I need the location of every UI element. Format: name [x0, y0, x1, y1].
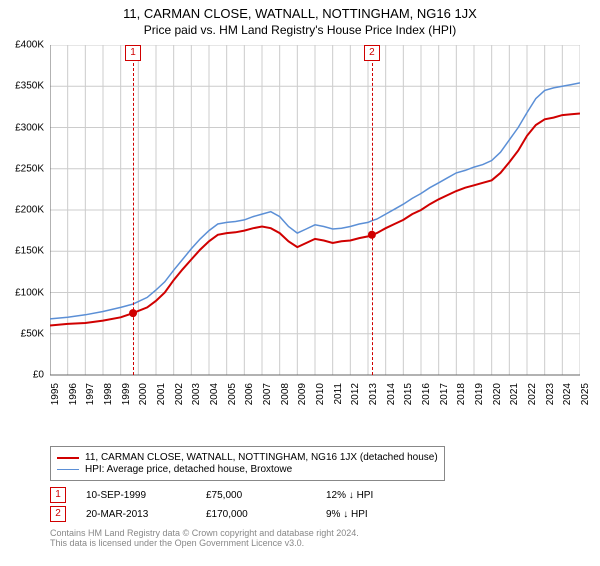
marker-price-2: £170,000: [206, 509, 326, 520]
x-tick-label: 2022: [527, 383, 538, 423]
x-tick-label: 2011: [333, 383, 344, 423]
x-tick-label: 2012: [350, 383, 361, 423]
legend-swatch-series2: [57, 469, 79, 470]
marker-price-1: £75,000: [206, 490, 326, 501]
marker-date-2: 20-MAR-2013: [86, 509, 206, 520]
footer-line1: Contains HM Land Registry data © Crown c…: [50, 528, 580, 538]
x-tick-label: 2001: [156, 383, 167, 423]
legend-label-series2: HPI: Average price, detached house, Brox…: [85, 464, 292, 475]
y-tick-label: £100K: [15, 287, 44, 298]
x-tick-label: 2017: [439, 383, 450, 423]
footer-line2: This data is licensed under the Open Gov…: [50, 538, 580, 548]
x-tick-label: 2016: [421, 383, 432, 423]
x-tick-label: 1995: [50, 383, 61, 423]
marker-vline: [372, 63, 373, 375]
x-tick-label: 2024: [562, 383, 573, 423]
y-tick-label: £350K: [15, 81, 44, 92]
x-tick-label: 2020: [492, 383, 503, 423]
y-tick-label: £150K: [15, 246, 44, 257]
bottom-section: 11, CARMAN CLOSE, WATNALL, NOTTINGHAM, N…: [50, 446, 580, 548]
marker-delta-1: 12% ↓ HPI: [326, 490, 446, 501]
marker-date-1: 10-SEP-1999: [86, 490, 206, 501]
marker-row-1: 1 10-SEP-1999 £75,000 12% ↓ HPI: [50, 487, 580, 503]
y-tick-label: £0: [33, 370, 44, 381]
x-tick-label: 2002: [174, 383, 185, 423]
x-tick-label: 2013: [368, 383, 379, 423]
x-tick-label: 2000: [138, 383, 149, 423]
chart-subtitle: Price paid vs. HM Land Registry's House …: [0, 23, 600, 37]
y-tick-label: £50K: [21, 328, 44, 339]
y-tick-label: £200K: [15, 205, 44, 216]
x-tick-label: 2023: [545, 383, 556, 423]
x-tick-label: 2015: [403, 383, 414, 423]
x-tick-label: 2005: [227, 383, 238, 423]
x-tick-label: 2007: [262, 383, 273, 423]
legend-row-series2: HPI: Average price, detached house, Brox…: [57, 464, 438, 475]
marker-delta-2: 9% ↓ HPI: [326, 509, 446, 520]
marker-row-2: 2 20-MAR-2013 £170,000 9% ↓ HPI: [50, 506, 580, 522]
x-tick-label: 1996: [68, 383, 79, 423]
chart-container: 11, CARMAN CLOSE, WATNALL, NOTTINGHAM, N…: [0, 6, 600, 566]
legend-box: 11, CARMAN CLOSE, WATNALL, NOTTINGHAM, N…: [50, 446, 445, 481]
marker-vline: [133, 63, 134, 375]
marker-table: 1 10-SEP-1999 £75,000 12% ↓ HPI 2 20-MAR…: [50, 487, 580, 522]
legend-label-series1: 11, CARMAN CLOSE, WATNALL, NOTTINGHAM, N…: [85, 452, 438, 463]
legend-swatch-series1: [57, 457, 79, 459]
marker-box-1: 1: [125, 45, 141, 61]
x-tick-label: 1997: [85, 383, 96, 423]
footer-text: Contains HM Land Registry data © Crown c…: [50, 528, 580, 548]
x-tick-label: 2021: [509, 383, 520, 423]
marker-box-2: 2: [364, 45, 380, 61]
x-tick-label: 2009: [297, 383, 308, 423]
x-tick-label: 2003: [191, 383, 202, 423]
legend-row-series1: 11, CARMAN CLOSE, WATNALL, NOTTINGHAM, N…: [57, 452, 438, 463]
x-tick-label: 2004: [209, 383, 220, 423]
marker-id-1: 1: [50, 487, 66, 503]
chart-svg: [50, 45, 580, 400]
marker-id-2: 2: [50, 506, 66, 522]
chart-area: 12£0£50K£100K£150K£200K£250K£300K£350K£4…: [50, 45, 580, 400]
x-tick-label: 2006: [244, 383, 255, 423]
x-tick-label: 1999: [121, 383, 132, 423]
y-tick-label: £300K: [15, 122, 44, 133]
y-tick-label: £250K: [15, 163, 44, 174]
x-tick-label: 2019: [474, 383, 485, 423]
x-tick-label: 1998: [103, 383, 114, 423]
x-tick-label: 2018: [456, 383, 467, 423]
chart-title: 11, CARMAN CLOSE, WATNALL, NOTTINGHAM, N…: [0, 6, 600, 21]
x-tick-label: 2008: [280, 383, 291, 423]
x-tick-label: 2014: [386, 383, 397, 423]
y-tick-label: £400K: [15, 40, 44, 51]
x-tick-label: 2010: [315, 383, 326, 423]
x-tick-label: 2025: [580, 383, 591, 423]
